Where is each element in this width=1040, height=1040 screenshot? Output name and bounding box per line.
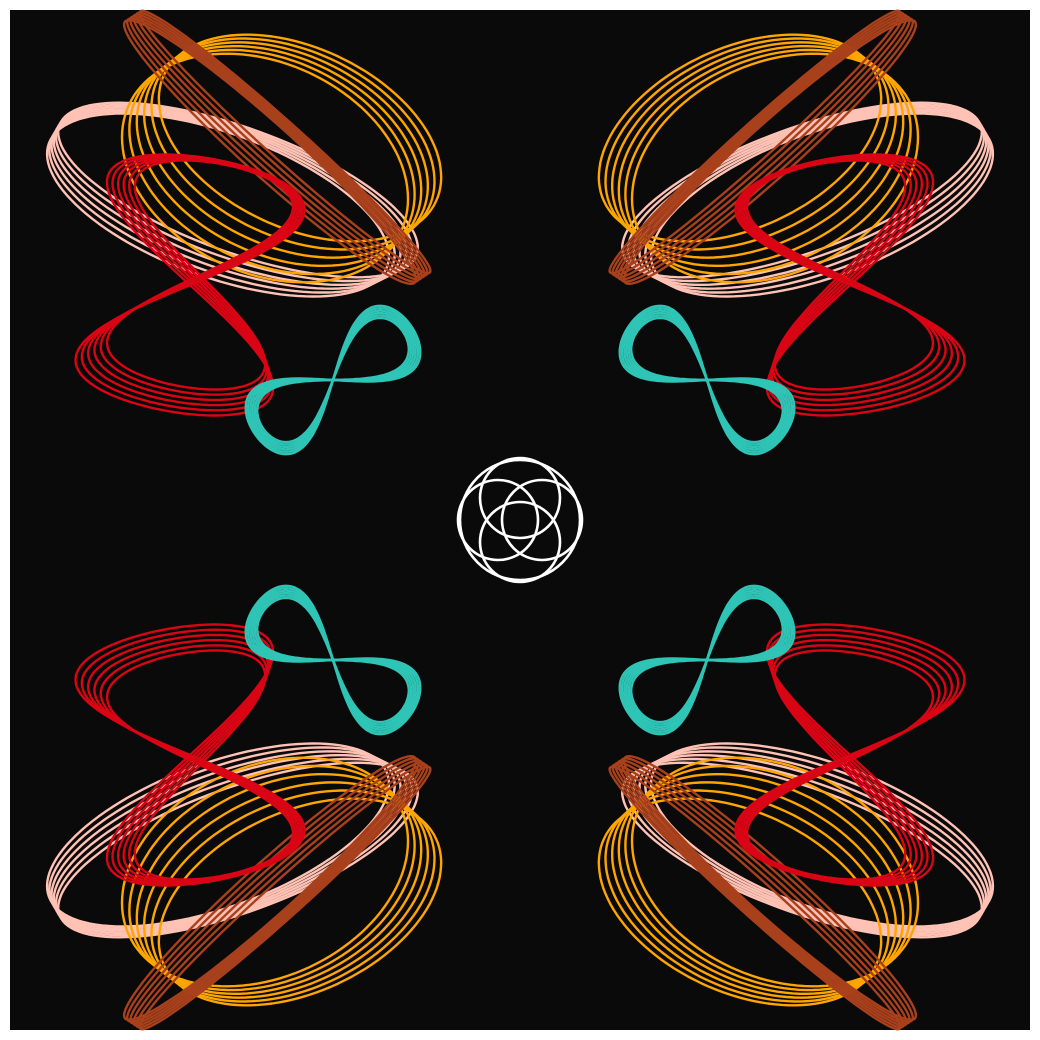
orange-loops-stroke xyxy=(611,781,897,999)
rust-loops-stroke xyxy=(608,765,902,1031)
cyan-figure-stroke xyxy=(630,596,784,724)
orange-loops-stroke xyxy=(150,37,436,251)
orange-loops-stroke xyxy=(630,52,920,284)
curve-layer xyxy=(45,9,995,1031)
orange-loops-stroke xyxy=(611,41,897,259)
rust-loops-stroke xyxy=(138,9,432,275)
rust-loops-stroke xyxy=(622,19,918,285)
orange-loops-stroke xyxy=(128,764,416,992)
quadrant-tr xyxy=(597,9,995,456)
orange-loops-stroke xyxy=(128,48,416,276)
red-figure-stroke xyxy=(105,649,295,881)
orange-loops-stroke xyxy=(120,756,410,988)
rosette-ring xyxy=(478,500,562,584)
orange-loops-stroke xyxy=(624,48,912,276)
art-background xyxy=(10,10,1030,1030)
rust-loops-stroke xyxy=(622,755,918,1021)
cyan-figure-stroke xyxy=(630,316,784,444)
pink-loops-stroke xyxy=(649,112,995,298)
pink-loops-stroke xyxy=(649,742,995,928)
rust-loops-stroke xyxy=(138,765,432,1031)
orange-loops-stroke xyxy=(143,781,429,999)
center-rosette xyxy=(456,456,584,584)
red-figure-stroke xyxy=(105,159,295,391)
rust-loops-stroke xyxy=(122,755,418,1021)
orange-loops-stroke xyxy=(135,773,423,995)
orange-loops-stroke xyxy=(150,789,436,1003)
orange-loops-stroke xyxy=(135,45,423,267)
orange-loops-stroke xyxy=(120,52,410,284)
rosette-ring xyxy=(456,478,540,562)
pink-loops-stroke xyxy=(45,112,391,298)
rosette-ring xyxy=(478,456,562,540)
orange-loops-stroke xyxy=(143,41,429,259)
orange-loops-stroke xyxy=(604,789,890,1003)
orange-loops-stroke xyxy=(604,37,890,251)
cyan-figure-stroke xyxy=(256,316,410,444)
quadrant-br xyxy=(597,584,995,1031)
rust-loops-stroke xyxy=(608,9,902,275)
orange-loops-stroke xyxy=(617,45,905,267)
rust-loops-stroke xyxy=(122,19,418,285)
quadrant-tl xyxy=(45,9,443,456)
red-figure-stroke xyxy=(745,159,935,391)
quadrant-bl xyxy=(45,584,443,1031)
pink-loops-stroke xyxy=(45,742,391,928)
orange-loops-stroke xyxy=(617,773,905,995)
rosette-ring xyxy=(458,458,582,582)
rosette-ring xyxy=(500,478,584,562)
orange-loops-stroke xyxy=(624,764,912,992)
orange-loops-stroke xyxy=(630,756,920,988)
red-figure-stroke xyxy=(745,649,935,881)
cyan-figure-stroke xyxy=(256,596,410,724)
